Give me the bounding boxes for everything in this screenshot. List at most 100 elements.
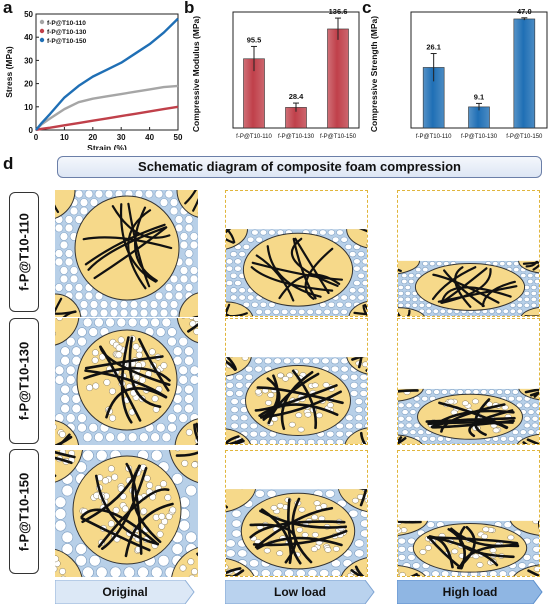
strength-value-label-1: 26.1 [426,43,441,52]
fiber [226,237,235,244]
modulus-category-label-3: f-P@T10-150 [320,134,357,140]
fiber [443,269,485,308]
fiber [516,517,540,519]
modulus-category-label-2: f-P@T10-130 [278,134,315,140]
fiber [432,273,500,304]
fiber [93,226,168,280]
strength-category-label-2: f-P@T10-130 [461,134,498,140]
fiber [255,254,295,302]
particle-2 [55,190,76,219]
particle-3 [346,229,367,249]
strength-bar-3 [513,18,536,129]
fiber [251,261,344,281]
schematic-title: Schematic diagram of composite foam comp… [57,156,542,178]
row-label-150: f-P@T10-150 [9,449,39,574]
fiber [353,311,367,316]
fiber [456,525,476,570]
strength-category-label-1: f-P@T10-110 [416,134,452,140]
strength-y-axis-label: Compressive Strength (MPa) [369,16,379,132]
fiber [226,435,240,444]
legend-marker-3 [39,37,45,43]
x-tick-label: 40 [145,133,154,142]
modulus-value-label-3: 136.6 [329,7,348,16]
particle-2 [55,318,80,346]
fiber [55,297,63,314]
fiber [527,569,539,576]
fiber [120,336,133,424]
fiber [137,338,170,392]
fiber [55,310,77,315]
fiber [83,366,171,382]
fiber [260,508,293,565]
strength-value-label-3: 47.0 [517,7,532,16]
fiber [267,372,320,425]
y-tick-label: 50 [24,10,33,19]
fiber [226,438,244,444]
fiber [398,389,419,393]
fiber [438,401,509,429]
legend-label-1: f-P@T10-110 [47,20,86,27]
y-tick-label: 40 [24,33,33,42]
stage-arrow-high-load [397,580,543,604]
fiber [84,223,166,266]
stage-label-original: Original [102,585,148,599]
schematic-cell-row3-stage3 [397,450,540,577]
fiber [187,322,198,333]
stage-label-low-load: Low load [274,585,326,599]
fiber [450,527,519,548]
fiber [226,312,248,316]
strength-category-label-3: f-P@T10-150 [506,134,543,140]
y-axis-label: Stress (MPa) [4,46,14,98]
fiber [440,403,506,433]
fiber [440,267,488,304]
fiber [280,370,314,431]
fiber [254,506,334,549]
schematic-cell-row2-stage1 [55,318,198,445]
panel-label-d: d [3,154,14,173]
stress-strain-chart: 0 10 20 30 40 50 0 10 20 30 40 50 Strain (%) Stress (… [4,10,183,150]
strength-value-label-2: 9.1 [474,92,484,101]
fiber [57,433,71,445]
fiber [426,536,454,569]
fiber [398,436,407,444]
particle-5 [348,301,367,316]
legend-marker-2 [39,28,45,34]
fiber [522,261,539,265]
fiber [55,204,60,214]
fiber [304,247,334,300]
fiber [127,202,151,288]
y-tick-label: 0 [29,126,34,135]
fiber [82,236,173,250]
particle-5 [178,292,198,317]
series-line-2 [35,105,179,132]
fiber [256,386,344,405]
fiber [175,451,198,457]
fiber [226,229,236,244]
fiber [94,474,160,546]
fiber [458,526,515,559]
series-line-1 [35,84,179,131]
fiber [226,349,245,357]
schematic-cell-row2-stage3 [397,318,540,445]
fiber [131,464,162,544]
legend-label-2: f-P@T10-130 [47,29,87,36]
y-tick-label: 10 [24,103,33,112]
plot-frame [35,13,179,131]
fiber [357,357,363,369]
fiber [398,377,415,382]
x-tick-label: 20 [88,133,97,142]
series-line-3 [35,17,179,131]
fiber [256,536,343,550]
x-tick-label: 30 [117,133,126,142]
fiber [292,237,317,300]
fiber [354,565,365,576]
stage-arrow-low-load [225,580,375,604]
fiber [84,355,164,370]
fiber [128,336,162,409]
fiber [105,387,168,419]
fiber [87,226,168,271]
fiber [406,309,411,316]
schematic-cell-row1-stage2 [225,190,368,317]
fiber [526,438,539,444]
x-tick-label: 0 [34,133,39,142]
